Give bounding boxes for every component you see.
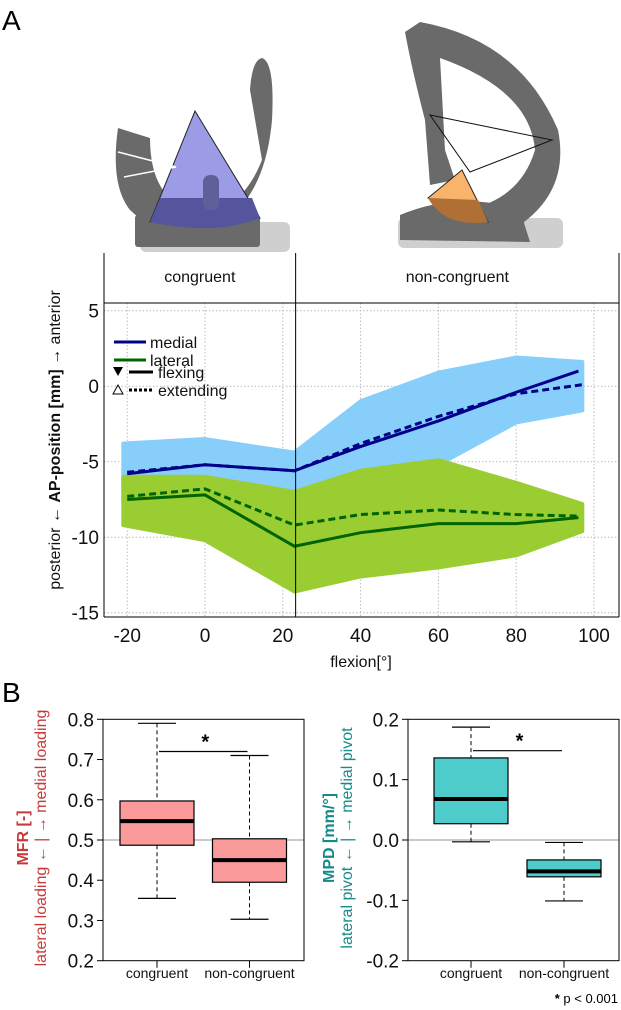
panel-b-mpd-boxplot: congruent non-congruent * -0.2 -0.1 0.0 0.1 0.2…: [321, 710, 620, 981]
y-tick-label: 0.8: [68, 710, 94, 731]
box-congruent: [433, 726, 509, 843]
y-tick-label: 0.1: [373, 771, 399, 792]
y-tick-label: 0.4: [68, 871, 95, 892]
y-tick-label: 0.7: [68, 751, 94, 772]
x-axis-label: flexion[°]: [330, 654, 392, 671]
y-axis-label-bold: MFR [-]: [15, 810, 32, 865]
y-tick-label: -0.2: [366, 952, 399, 973]
box-iqr: [119, 800, 195, 846]
x-tick-label: 20: [272, 626, 293, 647]
box-iqr: [433, 757, 509, 825]
box-non-congruent: [211, 754, 288, 920]
box-non-congruent: [526, 841, 602, 902]
y-tick-label: 0.2: [68, 952, 94, 973]
legend-label-lateral: lateral: [150, 353, 194, 370]
y-tick-label: -5: [82, 453, 99, 474]
y-tick-label: 5: [88, 302, 99, 323]
category-label: congruent: [126, 965, 188, 981]
y-tick-label: -0.1: [366, 891, 399, 912]
y-axis-label-bold: AP-position [mm]: [47, 369, 64, 502]
y-axis-label-sub: lateral pivot ← | → medial pivot: [339, 727, 356, 949]
footnote: * p < 0.001: [555, 991, 618, 1006]
y-axis-label-sub: lateral loading ← | → medial loading: [33, 710, 50, 967]
x-tick-label: 40: [350, 626, 371, 647]
x-tick-label: 60: [428, 626, 449, 647]
y-tick-label: 0.5: [68, 831, 94, 852]
y-axis-label-bold: MPD [mm/°]: [321, 793, 338, 883]
point-cloud-lateral: [121, 458, 585, 594]
line-lateral-flexing: [127, 493, 579, 548]
y-tick-label: -15: [72, 604, 99, 625]
legend-label-flexing: flexing: [158, 365, 204, 382]
y-tick-label: 0: [88, 377, 99, 398]
category-label: non-congruent: [519, 965, 609, 981]
x-tick-label: 100: [578, 626, 610, 647]
y-axis-label-right: → anterior: [47, 290, 64, 370]
legend-label-medial: medial: [150, 335, 197, 352]
significance-star: *: [516, 731, 524, 753]
line-medial-extending: [127, 383, 583, 474]
y-axis-label-left: posterior ←: [47, 503, 64, 590]
box-congruent: [119, 722, 195, 899]
line-lateral-extending: [127, 487, 579, 527]
category-label: non-congruent: [204, 965, 294, 981]
panel-label-b: B: [2, 677, 21, 708]
legend-label-extending: extending: [158, 383, 227, 400]
facet-label-congruent: congruent: [164, 269, 236, 286]
open-triangle-up-icon: [112, 383, 124, 395]
significance-star: *: [201, 731, 209, 753]
box-iqr: [526, 859, 602, 878]
non-congruent-knee-illustration: [398, 22, 563, 248]
y-tick-label: -10: [72, 528, 99, 549]
x-tick-label: 80: [506, 626, 527, 647]
category-label: congruent: [440, 965, 502, 981]
filled-triangle-down-icon: [113, 367, 123, 376]
y-tick-label: 0.6: [68, 791, 94, 812]
x-tick-label: -20: [113, 626, 140, 647]
y-tick-label: 0.2: [373, 710, 399, 731]
x-tick-label: 0: [200, 626, 211, 647]
y-tick-label: 0.3: [68, 911, 94, 932]
panel-label-a: A: [2, 5, 21, 36]
facet-label-non-congruent: non-congruent: [406, 269, 510, 286]
y-tick-label: 0.0: [373, 831, 399, 852]
congruent-knee-illustration: [115, 58, 290, 252]
y-axis-label: posterior ← AP-position [mm] → anterior: [47, 290, 64, 590]
panel-a-ap-position-chart: congruent non-congruent -20 0 20 40 60 80 100 -15…: [47, 253, 620, 671]
panel-b-mfr-boxplot: congruent non-congruent * 0.2 0.3 0.4 0.5 0.6 0.…: [15, 710, 305, 981]
